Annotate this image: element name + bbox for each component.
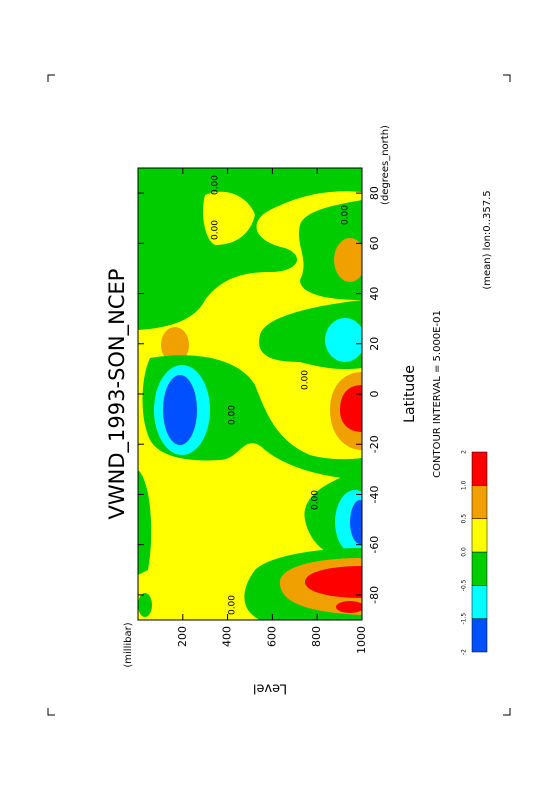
y-tick-label: 1000 <box>355 626 368 654</box>
contour-label: 0.00 <box>301 370 311 390</box>
colorbar-label: -1.5 <box>461 613 468 625</box>
y-tick-label: 200 <box>176 626 189 647</box>
chart-title: VWND_1993-SON_NCEP <box>105 269 130 520</box>
contour-label: 0.00 <box>228 595 238 615</box>
colorbar-label: 0.5 <box>461 514 468 524</box>
contour-region <box>325 318 362 362</box>
contour-region <box>161 327 189 363</box>
colorbar-label: 1.0 <box>461 480 468 490</box>
contour-label: 0.00 <box>211 175 221 195</box>
colorbar-band <box>471 585 488 619</box>
rotated-plot: VWND_1993-SON_NCEP -80 -60 -40 -20 0 20 40 60 80 2… <box>105 125 493 696</box>
x-tick-label: 20 <box>368 337 381 351</box>
contour-label: 0.00 <box>228 405 238 425</box>
x-tick-label: 60 <box>368 236 381 250</box>
contour-region <box>334 238 362 282</box>
contour-region <box>305 566 362 598</box>
contour-region <box>336 601 362 613</box>
contour-label: 0.00 <box>211 220 221 240</box>
contour-region <box>138 470 152 575</box>
x-tick-label: -60 <box>368 536 381 554</box>
contour-region <box>340 385 362 432</box>
contour-region <box>138 168 362 330</box>
contour-label: 0.00 <box>311 490 321 510</box>
colorbar-band <box>471 451 488 486</box>
y-axis-units: (millibar) <box>123 622 134 667</box>
annotation: (mean) lon:0..357.5 <box>482 190 493 289</box>
colorbar-band <box>471 551 488 586</box>
colorbar-label: -0.5 <box>461 579 468 591</box>
contour-region <box>350 500 362 544</box>
corner-mark <box>503 74 511 82</box>
corner-mark <box>47 74 55 82</box>
x-tick-label: -20 <box>368 435 381 453</box>
x-tick-label: 0 <box>368 391 381 398</box>
y-axis-label: Level <box>253 681 287 696</box>
contour-label: 0.00 <box>341 205 351 225</box>
y-tick-label: 800 <box>310 626 323 647</box>
x-axis-label: Latitude <box>402 365 418 423</box>
contour-region <box>203 191 255 245</box>
contour-fill <box>138 168 362 620</box>
y-tick-label: 600 <box>265 626 278 647</box>
colorbar-band <box>471 485 488 519</box>
colorbar-label: -2 <box>461 649 468 655</box>
x-tick-label: 80 <box>368 186 381 200</box>
corner-mark <box>47 708 55 716</box>
x-tick-label: 40 <box>368 287 381 301</box>
corner-marks <box>47 74 511 716</box>
y-tick-label: 400 <box>221 626 234 647</box>
colorbar-label: 2 <box>461 450 468 454</box>
x-axis-units: (degrees_north) <box>380 125 391 205</box>
corner-mark <box>503 708 511 716</box>
x-tick-label: -40 <box>368 485 381 503</box>
colorbar-label: 0.0 <box>461 547 468 557</box>
annotation: CONTOUR INTERVAL = 5.000E-01 <box>432 310 443 478</box>
colorbar-band <box>471 618 488 653</box>
contour-region <box>163 375 197 445</box>
colorbar-band <box>471 518 488 553</box>
x-tick-label: -80 <box>368 586 381 604</box>
contour-region <box>138 593 152 617</box>
